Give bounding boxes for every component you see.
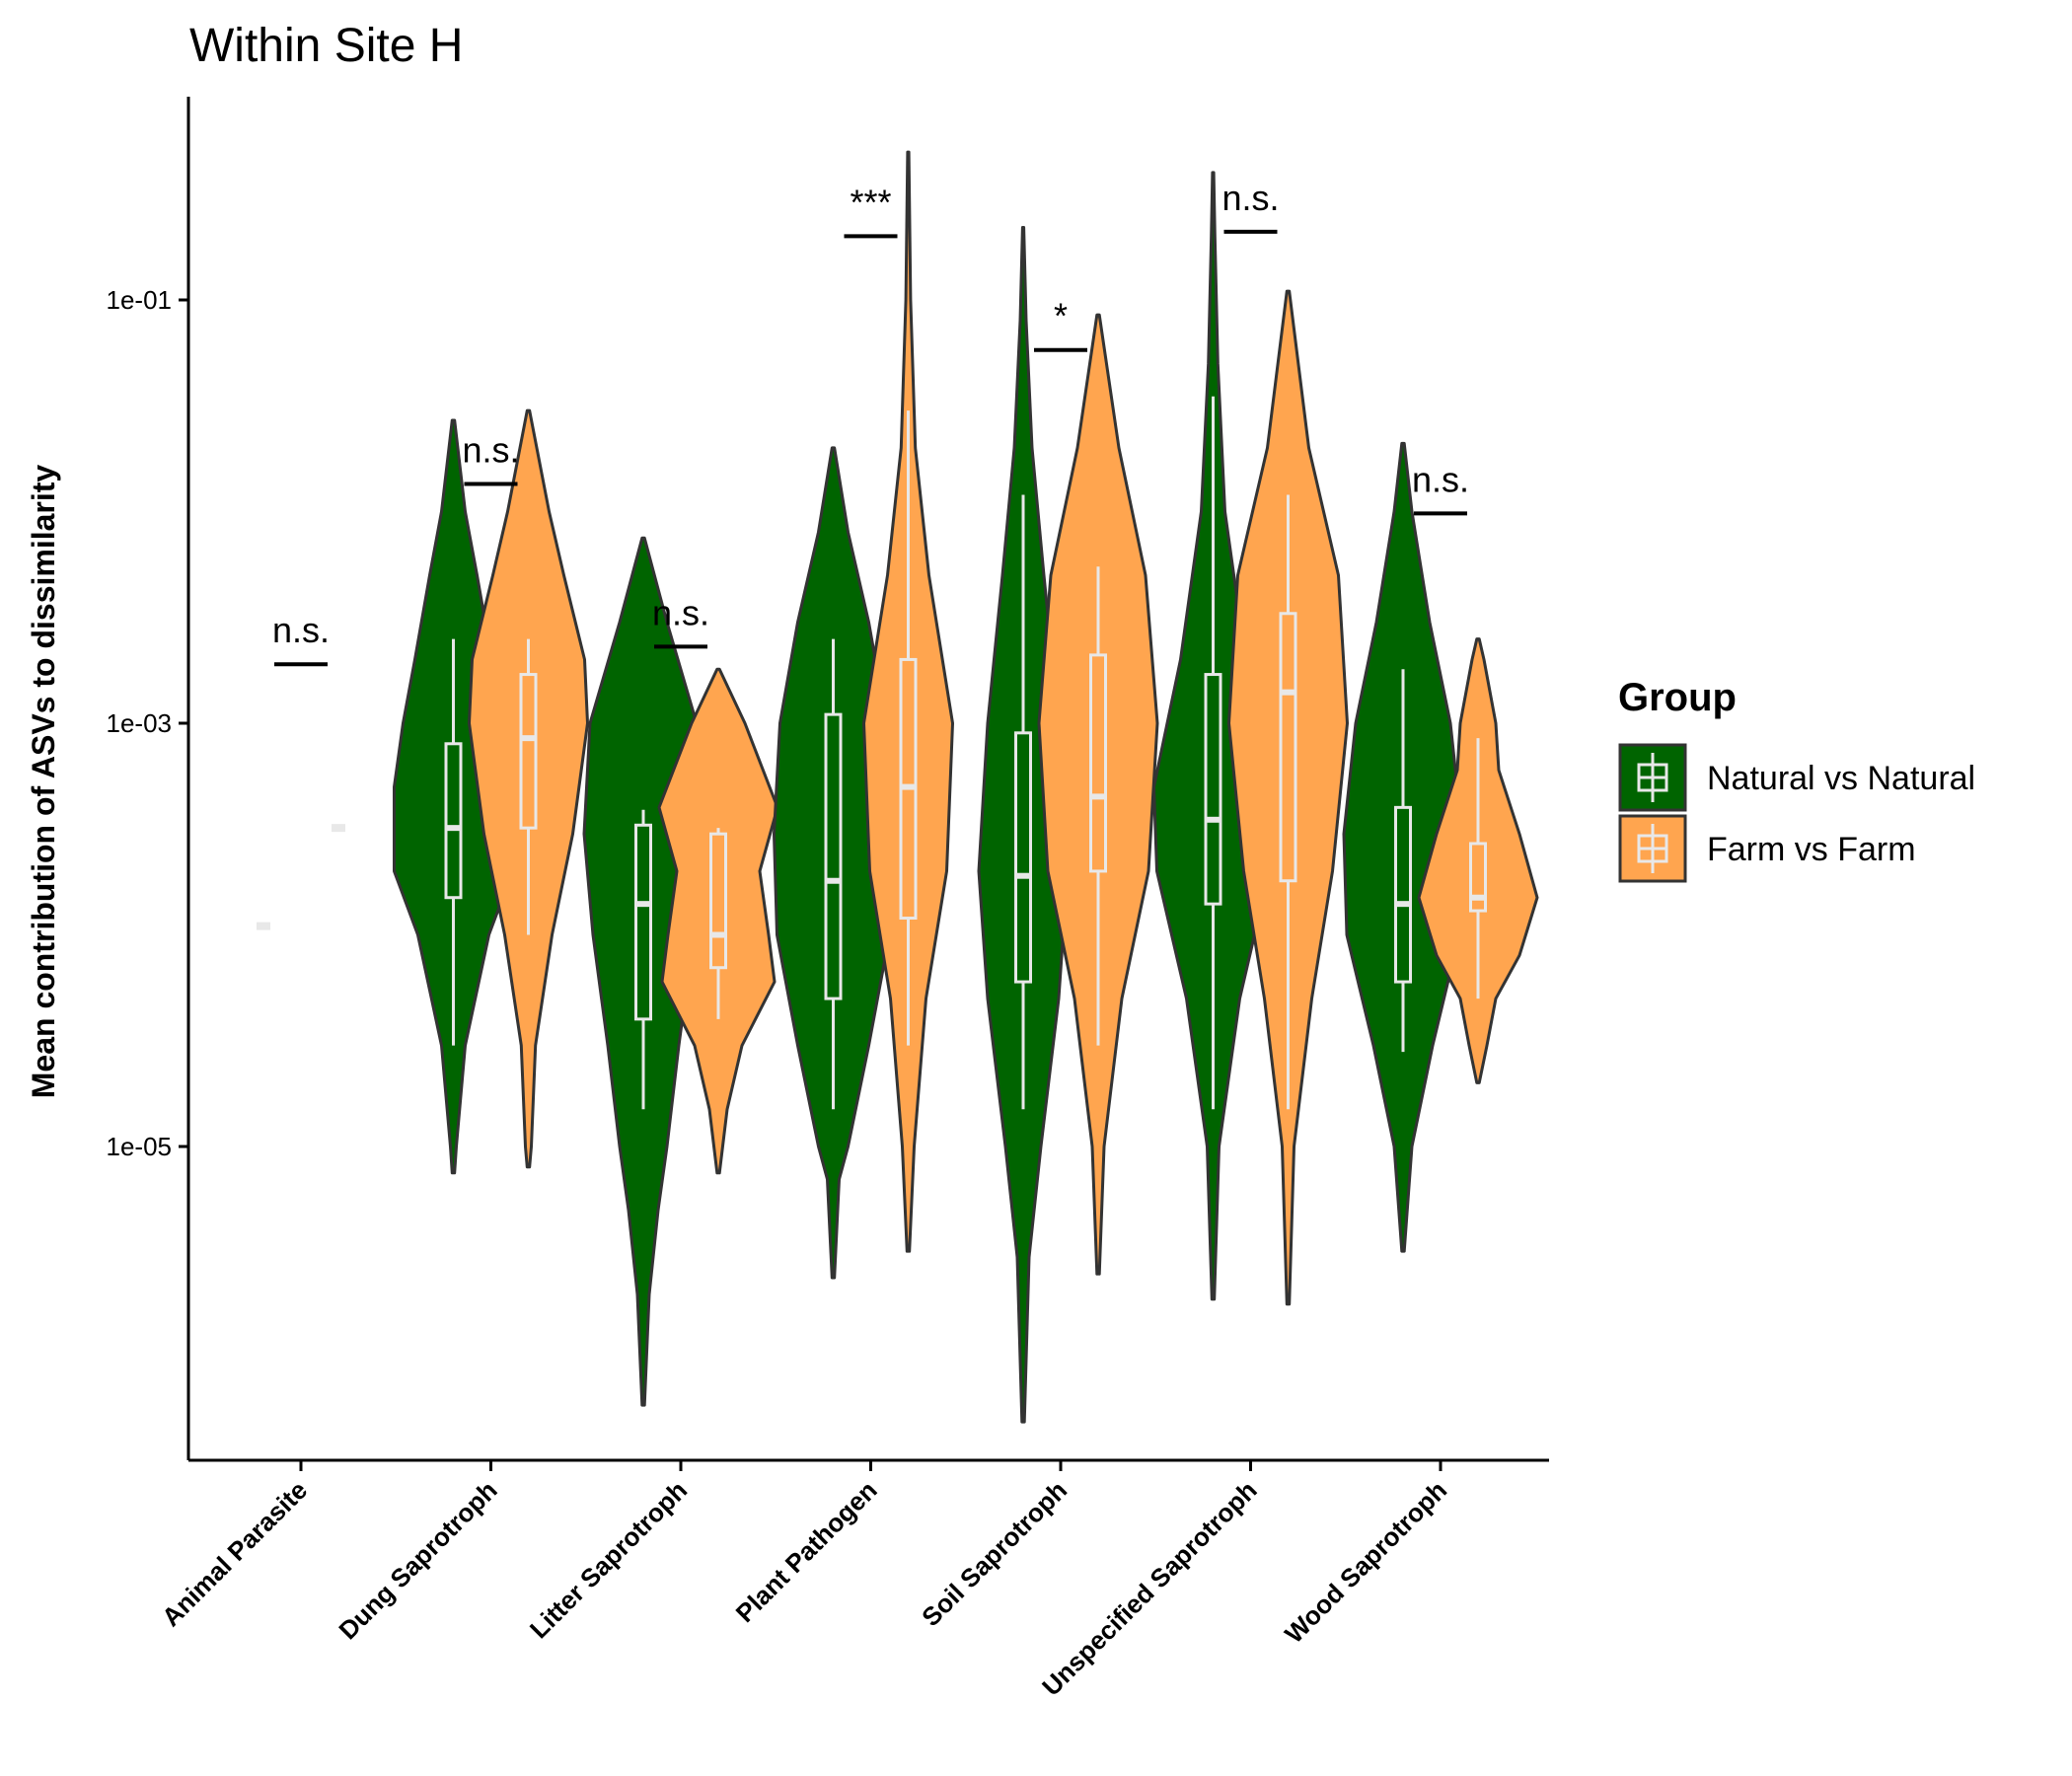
- plot-area: [257, 150, 1539, 1424]
- box-iqr-natural: [444, 742, 463, 900]
- chart-title: Within Site H: [189, 20, 463, 72]
- box-iqr-farm: [709, 832, 727, 970]
- significance-label: *: [1054, 296, 1068, 336]
- legend: Group Natural vs Natural Farm vs Farm: [1618, 676, 1975, 883]
- y-axis-label: Mean contribution of ASVs to dissimilari…: [26, 465, 61, 1099]
- y-tick-label: 1e-05: [107, 1132, 173, 1161]
- single-point-natural: [257, 922, 270, 930]
- x-tick-label: Plant Pathogen: [730, 1475, 883, 1628]
- box-iqr-natural: [1014, 731, 1032, 984]
- x-tick-label: Animal Parasite: [156, 1475, 313, 1632]
- significance-annotations: n.s.n.s.n.s.****n.s.n.s.: [272, 178, 1469, 667]
- box-iqr-natural: [1204, 673, 1222, 906]
- legend-label-natural: Natural vs Natural: [1707, 760, 1975, 797]
- y-axis: 1e-05 1e-03 1e-01: [107, 285, 188, 1161]
- box-iqr-farm: [1279, 612, 1297, 883]
- legend-label-farm: Farm vs Farm: [1707, 831, 1916, 868]
- significance-label: ***: [850, 182, 891, 222]
- x-tick-label: Litter Saprotroph: [524, 1475, 693, 1644]
- significance-label: n.s.: [652, 592, 709, 632]
- significance-label: n.s.: [462, 430, 519, 471]
- y-tick-label: 1e-03: [107, 708, 173, 738]
- significance-label: n.s.: [272, 610, 330, 650]
- single-point-farm: [332, 824, 345, 833]
- box-iqr-farm: [1469, 842, 1487, 913]
- x-tick-label: Soil Saprotroph: [916, 1475, 1073, 1632]
- box-iqr-natural: [1394, 805, 1412, 984]
- significance-label: n.s.: [1412, 459, 1469, 499]
- box-iqr-natural: [634, 823, 652, 1021]
- x-tick-label: Unspecified Saprotroph: [1036, 1475, 1263, 1702]
- box-iqr-natural: [824, 712, 843, 1000]
- box-iqr-farm: [519, 673, 538, 830]
- significance-label: n.s.: [1221, 178, 1279, 218]
- x-tick-label: Dung Saprotroph: [333, 1475, 502, 1645]
- x-axis: Animal Parasite Dung Saprotroph Litter Sap…: [156, 1461, 1452, 1702]
- y-tick-label: 1e-01: [107, 285, 173, 315]
- x-tick-label: Wood Saprotroph: [1279, 1475, 1452, 1649]
- legend-title: Group: [1618, 676, 1737, 719]
- box-iqr-farm: [1089, 653, 1107, 873]
